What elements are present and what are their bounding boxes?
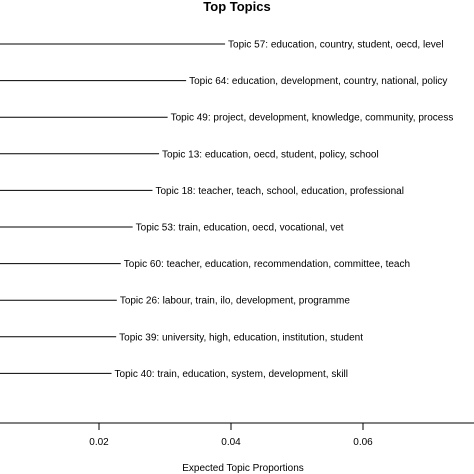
bar-label: Topic 57: education, country, student, o…: [228, 40, 444, 51]
x-tick-label: 0.02: [89, 437, 109, 448]
bar-label: Topic 49: project, development, knowledg…: [171, 113, 454, 124]
bar-label: Topic 18: teacher, teach, school, educat…: [155, 186, 404, 197]
chart-title: Top Topics: [203, 0, 270, 14]
x-axis-title: Expected Topic Proportions: [182, 463, 304, 474]
bar-label: Topic 64: education, development, countr…: [189, 76, 447, 87]
bar-label: Topic 53: train, education, oecd, vocati…: [136, 223, 344, 234]
bar-label: Topic 40: train, education, system, deve…: [115, 369, 348, 380]
x-tick-label: 0.04: [221, 437, 241, 448]
bar-label: Topic 26: labour, train, ilo, developmen…: [120, 296, 351, 307]
bars-group: Topic 57: education, country, student, o…: [0, 40, 453, 380]
x-axis-ticks: 0.02 0.04 0.06: [89, 423, 373, 448]
x-tick-label: 0.06: [353, 437, 373, 448]
bar-label: Topic 13: education, oecd, student, poli…: [162, 149, 379, 160]
bar-label: Topic 39: university, high, education, i…: [119, 332, 363, 343]
bar-label: Topic 60: teacher, education, recommenda…: [124, 259, 410, 270]
